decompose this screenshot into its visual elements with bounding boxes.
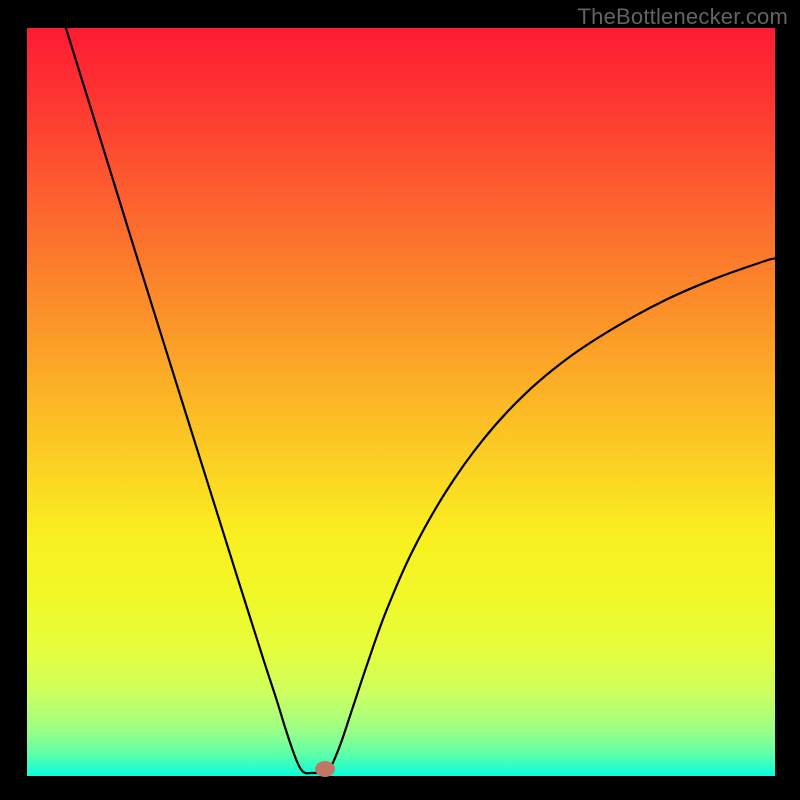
bottleneck-curve-chart bbox=[27, 28, 775, 776]
figure-frame: TheBottlenecker.com bbox=[0, 0, 800, 800]
optimum-marker bbox=[315, 761, 335, 777]
watermark-text: TheBottlenecker.com bbox=[578, 4, 788, 30]
plot-background bbox=[27, 28, 775, 776]
